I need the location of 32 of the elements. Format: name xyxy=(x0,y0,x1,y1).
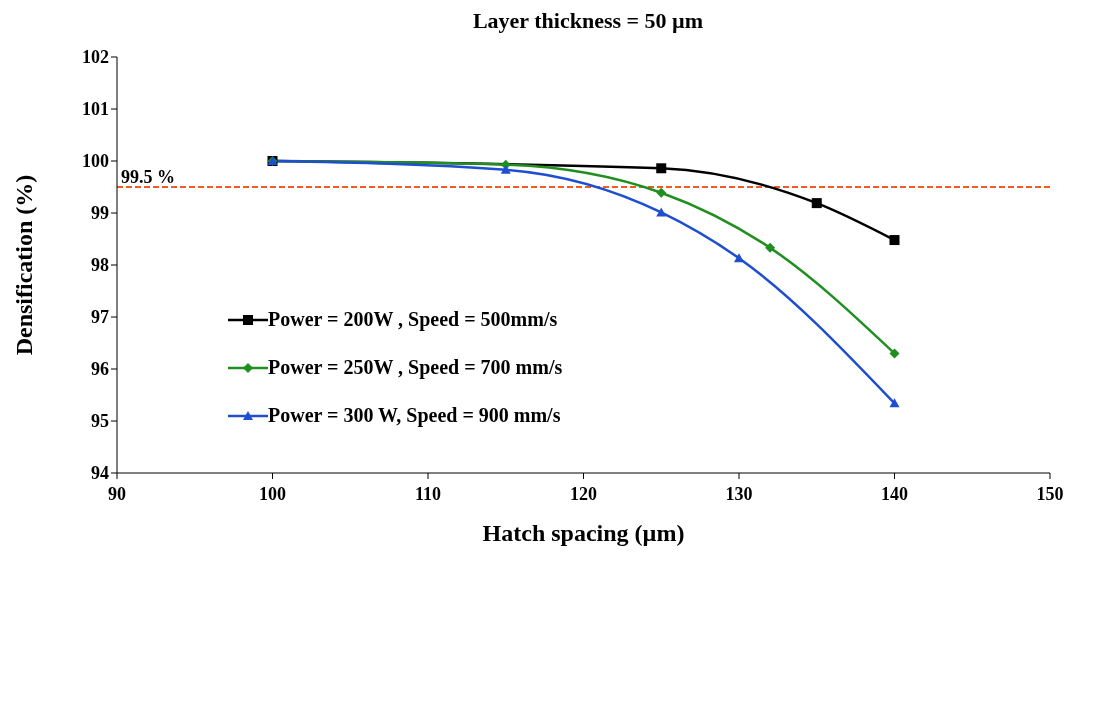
point xyxy=(889,398,900,408)
point xyxy=(889,235,900,246)
y-tick-label: 94 xyxy=(91,463,109,484)
x-tick-label: 130 xyxy=(725,483,753,504)
legend-label: Power = 250W , Speed = 700 mm/s xyxy=(268,356,563,379)
legend-label: Power = 200W , Speed = 500mm/s xyxy=(268,308,558,331)
y-tick-label: 96 xyxy=(91,359,109,380)
point xyxy=(734,253,744,263)
x-tick-label: 110 xyxy=(414,483,442,504)
y-tick-label: 98 xyxy=(91,255,109,276)
legend-label: Power = 300 W, Speed = 900 mm/s xyxy=(268,404,561,427)
chart-title: Layer thickness = 50 µm xyxy=(471,8,705,34)
y-tick-label: 102 xyxy=(82,47,109,68)
y-axis-title: Densification (%) xyxy=(10,174,37,356)
y-tick-label: 101 xyxy=(82,99,109,120)
point xyxy=(500,164,511,174)
point xyxy=(656,187,667,198)
point xyxy=(765,242,776,253)
y-tick-label: 95 xyxy=(91,411,109,432)
y-tick-label: 97 xyxy=(91,307,109,328)
x-tick-label: 100 xyxy=(259,483,286,504)
point xyxy=(656,163,667,174)
y-tick-label: 100 xyxy=(82,151,109,172)
point xyxy=(811,198,822,209)
x-tick-label: 120 xyxy=(570,483,597,504)
ref-line-label: 99.5 % xyxy=(121,167,175,187)
y-tick-label: 99 xyxy=(91,203,109,224)
x-tick-label: 150 xyxy=(1036,483,1064,504)
x-tick-label: 140 xyxy=(881,483,908,504)
x-tick-label: 90 xyxy=(108,483,126,504)
x-axis-title: Hatch spacing (µm) xyxy=(482,520,685,546)
point xyxy=(889,348,900,359)
